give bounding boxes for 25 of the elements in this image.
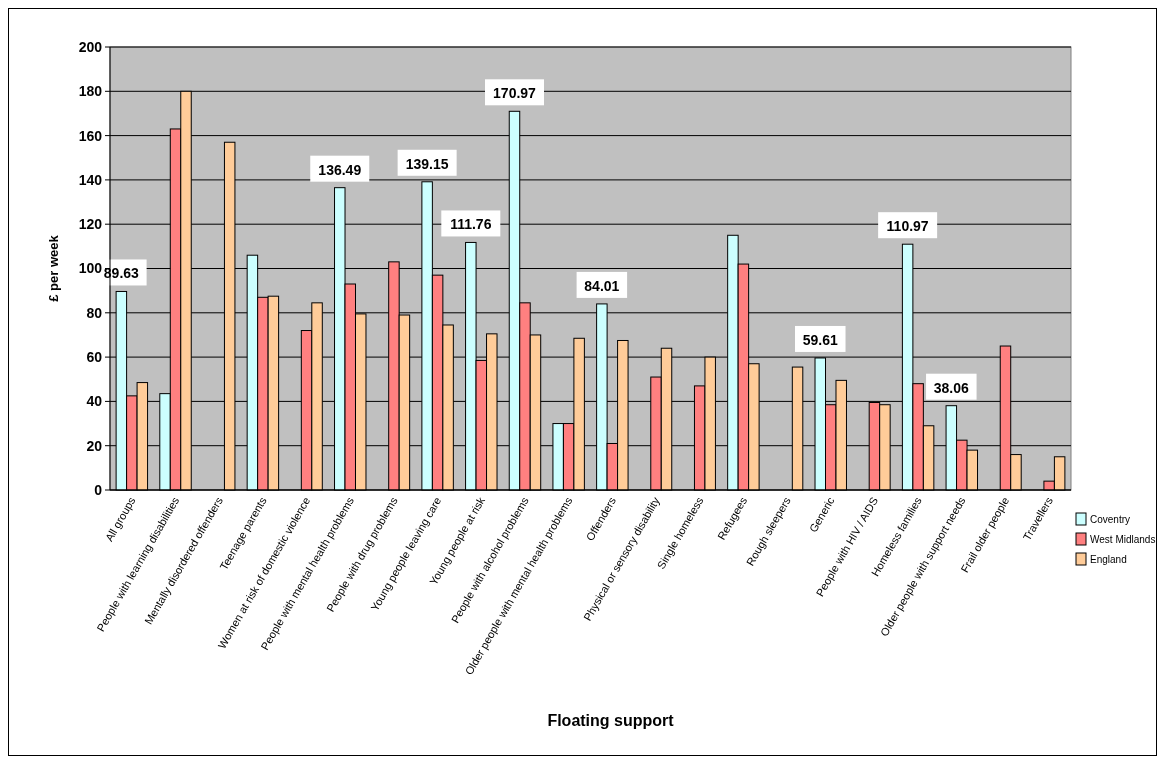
y-axis-title: £ per week [46,234,61,302]
legend-label: England [1090,554,1127,565]
data-label: 170.97 [493,85,537,102]
data-label: 110.97 [886,218,929,235]
data-label: 136.49 [318,161,362,178]
y-tick-label: 20 [86,437,103,454]
data-label: 89.63 [103,265,140,282]
x-axis-title: Floating support [547,712,675,729]
data-label: 59.61 [802,331,838,348]
legend-label: Coventry [1090,514,1131,525]
legend-label: West Midlands [1090,534,1156,545]
y-tick-label: 120 [78,216,103,233]
data-label: 84.01 [584,277,620,294]
y-tick-label: 60 [86,349,103,365]
y-tick-label: 160 [78,127,103,144]
y-tick-label: 80 [86,304,103,321]
y-tick-label: 200 [78,38,103,55]
y-tick-label: 0 [94,481,103,498]
data-label: 139.15 [405,155,449,172]
y-tick-label: 180 [78,83,103,100]
data-label: 38.06 [933,379,970,396]
y-tick-label: 140 [78,171,103,188]
data-label: 111.76 [450,216,492,233]
y-tick-label: 100 [78,260,103,277]
y-tick-label: 40 [86,393,103,410]
